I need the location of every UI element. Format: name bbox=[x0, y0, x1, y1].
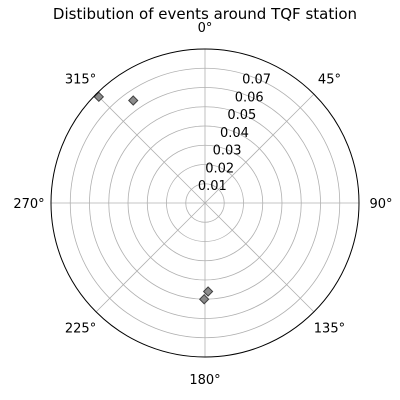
r-tick-label-2: 0.03 bbox=[213, 144, 242, 159]
r-tick-label-0: 0.01 bbox=[198, 179, 227, 194]
r-gridline-2 bbox=[146, 144, 264, 262]
radial-tick-labels: 0.01 0.02 0.03 0.04 0.05 0.06 0.07 bbox=[198, 73, 271, 195]
theta-tick-label-1: 45° bbox=[318, 73, 341, 88]
r-gridline-0 bbox=[185, 183, 225, 223]
r-tick-label-6: 0.07 bbox=[242, 73, 271, 88]
r-tick-label-3: 0.04 bbox=[220, 126, 249, 141]
data-point-3 bbox=[198, 294, 210, 305]
r-tick-label-5: 0.06 bbox=[235, 90, 264, 105]
r-gridline-1 bbox=[166, 164, 244, 242]
theta-tick-label-4: 180° bbox=[189, 373, 220, 388]
r-gridline-3 bbox=[127, 125, 283, 281]
data-point-1 bbox=[128, 95, 139, 106]
r-tick-label-1: 0.02 bbox=[205, 161, 234, 176]
theta-tick-label-7: 315° bbox=[65, 73, 96, 88]
data-point-2 bbox=[202, 286, 214, 297]
theta-tick-label-6: 270° bbox=[13, 197, 44, 212]
polar-grid bbox=[51, 49, 359, 357]
chart-title: Distibution of events around TQF station bbox=[53, 5, 357, 23]
theta-tick-label-0: 0° bbox=[198, 21, 213, 36]
data-point-0 bbox=[93, 91, 105, 103]
theta-tick-labels: 0° 45° 90° 135° 180° 225° 270° 315° bbox=[13, 21, 392, 388]
r-gridline-5 bbox=[89, 87, 321, 319]
theta-tick-label-3: 135° bbox=[314, 321, 345, 336]
r-tick-label-4: 0.05 bbox=[227, 108, 256, 123]
r-gridline-6 bbox=[69, 67, 341, 339]
data-points bbox=[93, 91, 214, 305]
theta-tick-label-2: 90° bbox=[369, 197, 392, 212]
polar-frame bbox=[50, 48, 360, 358]
theta-tick-label-5: 225° bbox=[65, 321, 96, 336]
